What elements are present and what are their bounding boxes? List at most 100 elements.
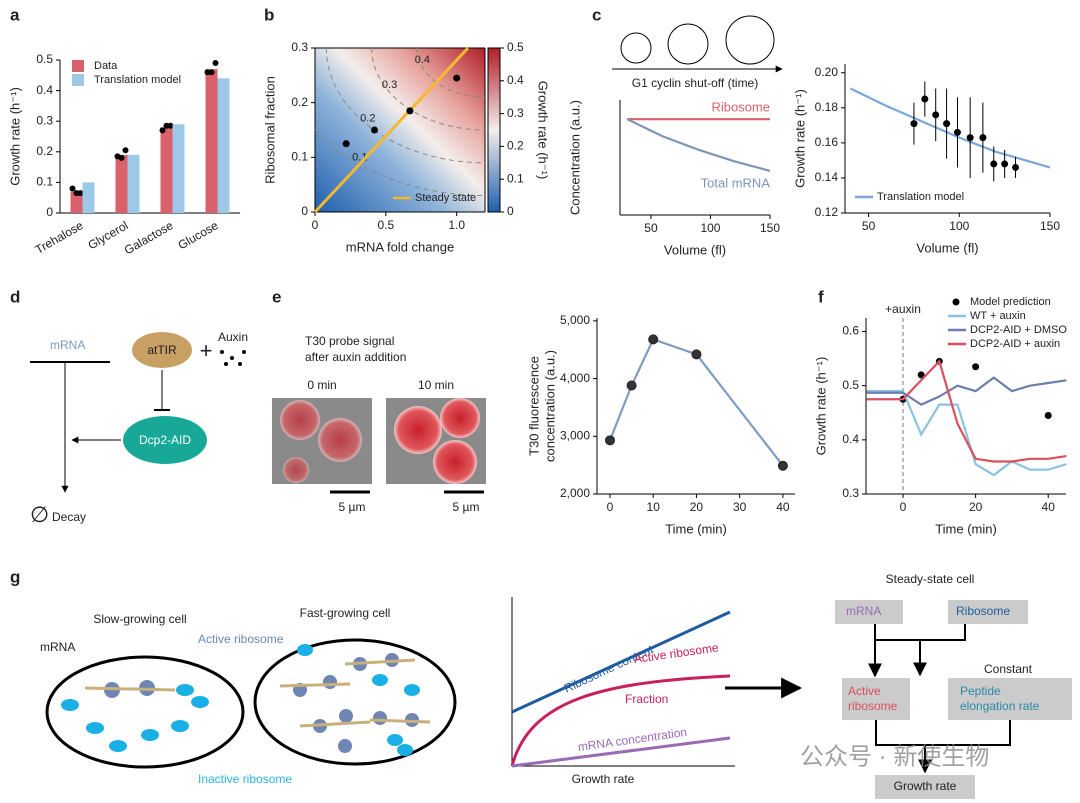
y-tick-label: 0.1 [36,175,53,189]
x-axis-label: Volume (fl) [916,240,978,255]
auxin-dots [220,350,246,366]
cell [253,638,457,766]
x-tick-label: 100 [700,221,720,235]
y-tick-label: 0.1 [291,150,308,164]
panel-g: Slow-growing cell Fast-growing cell mRNA… [40,572,1072,799]
time-label: 0 min [307,378,336,392]
replicate-dot [69,185,76,192]
x-tick-label: 50 [862,219,876,233]
x-tick-label: Glucose [175,218,220,252]
g-label: Inactive ribosome [198,772,292,786]
dcp2-node [123,416,207,464]
contour-label: 0.4 [415,54,430,66]
replicate-dot [208,69,215,76]
series-line [866,359,1067,463]
y-tick-label: 0 [46,205,53,219]
series-line [626,118,771,172]
scale-label: 5 µm [453,500,480,514]
scale-label: 5 µm [339,500,366,514]
panel-d: mRNA ∅ Decay atTIR + Auxin Dcp2-AID [30,330,248,527]
marker [979,134,987,142]
y-tick-label: 0.5 [36,52,53,66]
replicate-dot [118,154,125,161]
panel-label: d [10,287,20,306]
y-tick-label: 0 [301,204,308,218]
x-tick-label: 0.5 [377,218,394,232]
x-tick-label: Trehalose [33,218,86,257]
y-axis-label: Ribosomal fraction [262,76,277,184]
marker [648,334,659,345]
cell [45,655,245,769]
y-tick-label: 0.3 [291,40,308,54]
y-axis-label: Concentration (a.u.) [567,100,582,215]
x-axis-label: Volume (fl) [664,242,726,257]
flow-node: elongation rate [960,699,1040,713]
y-axis-label: T30 fluorescence [526,356,541,456]
x-tick-label: 1.0 [448,218,465,232]
bar [115,154,128,213]
series-line [849,87,1051,169]
g-label: mRNA [40,640,75,654]
x-axis-label: Time (min) [935,521,997,536]
y-tick-label: 0.6 [842,324,859,338]
watermark: 公众号 · 新使生物 [800,743,989,770]
marker [932,111,940,119]
bar [82,182,95,213]
y-tick-label: 0.18 [815,100,839,114]
annotation: +auxin [885,302,921,316]
bar [217,78,230,213]
x-tick-label: 30 [733,500,747,514]
x-tick-label: 150 [1040,219,1060,233]
image-title: T30 probe signal [305,334,394,348]
series-line [866,390,1067,477]
cell-title: Slow-growing cell [93,612,186,626]
legend-label: Steady state [415,192,476,204]
marker [604,435,615,446]
marker [1012,163,1020,171]
legend-label: DCP2-AID + auxin [970,338,1060,350]
colorbar-tick-label: 0 [507,204,514,218]
panel-label: a [10,5,20,24]
flow-node: Growth rate [894,779,957,793]
x-tick-label: 0 [312,218,319,232]
legend-label: Model prediction [970,296,1051,308]
colorbar-tick-label: 0.3 [507,106,524,120]
marker [1044,411,1052,419]
flow-title: Steady-state cell [886,572,975,586]
legend-label: Translation model [877,191,964,203]
contour [325,48,485,164]
contour [416,48,485,98]
y-tick-label: 0.2 [291,95,308,109]
x-tick-label: 50 [644,221,658,235]
y-axis-label: Growth rate (h⁻¹) [7,87,22,186]
series-line [866,376,1067,406]
contour [371,48,485,131]
cell-icon [725,15,775,65]
legend-label: WT + auxin [970,310,1026,322]
replicate-dot [212,60,219,67]
bar [127,154,140,213]
x-tick-label: 20 [690,500,704,514]
y-tick-label: 0.3 [842,486,859,500]
x-tick-label: 40 [776,500,790,514]
g-graph-label: Fraction [625,692,668,706]
replicate-dot [167,122,174,129]
colorbar-tick-label: 0.1 [507,171,524,185]
panel-label: g [10,567,20,586]
x-axis-label: Time (min) [665,521,727,536]
time-label: 10 min [418,378,454,392]
marker [910,120,918,128]
x-tick-label: 20 [969,500,983,514]
y-tick-label: 4,000 [560,371,590,385]
bar [160,127,173,213]
flow-note: Constant [984,662,1033,676]
y-tick-label: 0.3 [36,113,53,127]
flow-node: Peptide [960,684,1001,698]
colorbar [487,47,501,213]
marker [990,160,998,168]
image-title: after auxin addition [305,350,406,364]
x-tick-label: Galactose [122,218,176,257]
colorbar-label: Growth rate (h⁻¹) [536,81,551,180]
replicate-dot [159,127,166,134]
